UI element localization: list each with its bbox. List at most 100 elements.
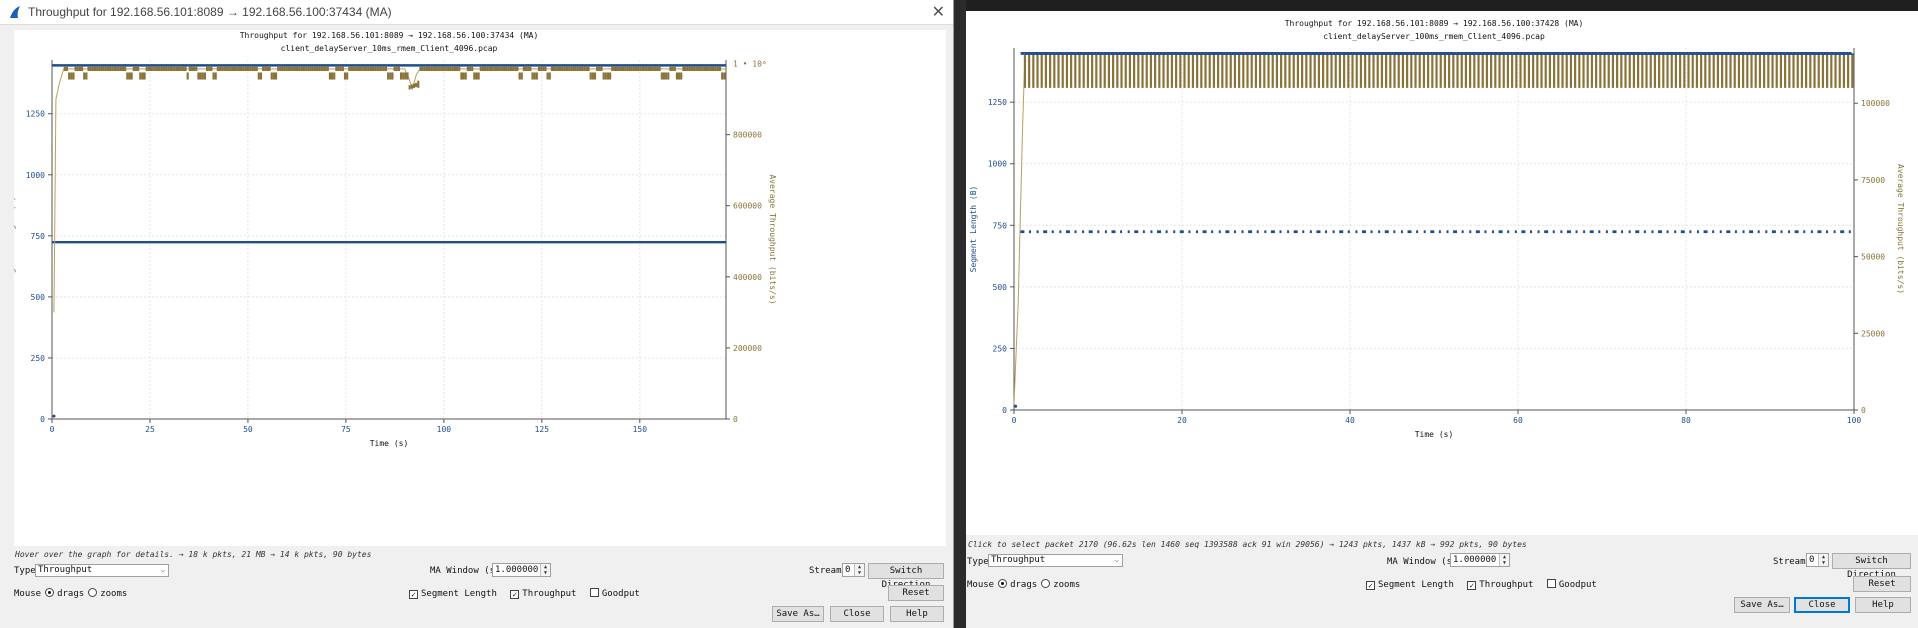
segment-length-point: [1422, 52, 1426, 55]
segment-length-point: [1817, 230, 1822, 234]
title-bar[interactable]: Throughput for 192.168.56.101:8089 → 192…: [0, 0, 953, 25]
throughput-mark: [300, 66, 303, 72]
throughput-mark: [557, 66, 560, 72]
y2-exponent-label: 1 • 10⁶: [733, 60, 767, 69]
zooms-radio[interactable]: [88, 588, 98, 597]
segment-length-point: [1093, 52, 1097, 55]
throughput-checkbox[interactable]: ✓: [510, 590, 520, 599]
segment-length-point: [1609, 52, 1613, 55]
save-as-button[interactable]: Save As…: [772, 606, 824, 622]
segment-length-point: [1141, 52, 1146, 55]
type-combo[interactable]: Throughput ⌵: [988, 554, 1123, 567]
segment-length-point: [1065, 52, 1070, 55]
throughput-window-left: Throughput for 192.168.56.101:8089 → 192…: [0, 0, 954, 628]
mouse-label: Mouse drags zooms: [967, 579, 1080, 590]
throughput-mark: [423, 66, 426, 72]
throughput-mark: [576, 66, 579, 72]
throughput-mark: [201, 72, 204, 80]
spin-arrows-icon[interactable]: ▲ ▼: [1499, 554, 1509, 566]
help-button[interactable]: Help: [890, 606, 944, 622]
segment-length-point: [1833, 230, 1836, 234]
throughput-mark: [216, 66, 219, 72]
reset-button[interactable]: Reset: [888, 585, 944, 601]
throughput-mark: [147, 66, 150, 72]
ma-window-spinbox[interactable]: 1.000000 ▲ ▼: [492, 563, 551, 577]
throughput-mark: [479, 66, 482, 72]
throughput-mark: [600, 66, 603, 72]
segment-length-point: [1749, 230, 1754, 234]
segment-length-point: [1498, 230, 1503, 234]
segment-length-point: [1820, 52, 1824, 55]
x-axis-label: Time (s): [1415, 430, 1454, 439]
segment-length-point: [1438, 230, 1441, 234]
close-button[interactable]: Close: [830, 606, 884, 622]
throughput-mark: [723, 72, 726, 80]
throughput-mark: [365, 66, 368, 72]
spin-arrows-icon[interactable]: ▲ ▼: [1818, 554, 1828, 566]
switch-direction-button[interactable]: Switch Direction: [868, 563, 944, 590]
throughput-mark: [221, 66, 224, 72]
throughput-chart-right[interactable]: Throughput for 192.168.56.101:8089 → 192…: [966, 11, 1918, 535]
segment-length-point: [1636, 52, 1641, 55]
help-button[interactable]: Help: [1855, 597, 1911, 613]
segment-length-point: [1491, 52, 1495, 55]
x-tick-label: 50: [243, 425, 253, 434]
throughput-chart-left[interactable]: Throughput for 192.168.56.101:8089 → 192…: [7, 30, 946, 546]
segment-length-point: [1643, 52, 1648, 55]
stream-label: Stream: [1773, 557, 1806, 567]
drags-radio[interactable]: [998, 579, 1008, 588]
throughput-mark: [389, 72, 392, 80]
segment-length-point: [1293, 230, 1298, 234]
segment-length-point: [1567, 52, 1572, 55]
throughput-mark: [641, 66, 644, 72]
graph-area[interactable]: Throughput for 192.168.56.101:8089 → 192…: [966, 11, 1918, 535]
throughput-mark: [87, 66, 90, 72]
throughput-mark: [574, 66, 577, 72]
y2-tick-label: 75000: [1861, 176, 1885, 185]
segment-length-point: [1605, 52, 1610, 55]
close-button[interactable]: Close: [1794, 597, 1850, 613]
type-combo[interactable]: Throughput ⌵: [35, 564, 169, 577]
throughput-mark: [397, 66, 400, 72]
throughput-mark: [184, 66, 187, 72]
goodput-label: Goodput: [1558, 580, 1597, 590]
segment-length-point: [1553, 52, 1558, 55]
switch-direction-button[interactable]: Switch Direction: [1832, 553, 1911, 580]
segment-length-point: [1529, 52, 1534, 55]
close-icon[interactable]: ✕: [931, 4, 945, 21]
segment-length-point: [1695, 52, 1700, 55]
throughput-mark: [537, 66, 541, 72]
segment-length-point: [1605, 230, 1608, 234]
zooms-radio[interactable]: [1041, 579, 1051, 588]
segment-length-checkbox[interactable]: ✓: [409, 590, 418, 599]
segment-length-point: [1716, 52, 1720, 55]
segment-length-point: [1332, 52, 1336, 55]
ma-window-spinbox[interactable]: 1.000000 ▲ ▼: [1450, 553, 1510, 567]
segment-length-point: [1453, 230, 1458, 234]
goodput-checkbox[interactable]: [589, 588, 599, 597]
spin-arrows-icon[interactable]: ▲ ▼: [854, 564, 864, 576]
graph-area[interactable]: Throughput for 192.168.56.101:8089 → 192…: [7, 30, 946, 546]
throughput-mark: [285, 66, 288, 72]
segment-length-point: [1432, 52, 1437, 55]
segment-length-point: [1789, 52, 1793, 55]
throughput-mark: [63, 66, 66, 72]
segment-length-point: [1370, 230, 1373, 234]
segment-length-point: [1429, 52, 1433, 55]
throughput-checkbox[interactable]: ✓: [1467, 581, 1477, 590]
throughput-mark: [272, 72, 275, 80]
stream-spinbox[interactable]: 0 ▲ ▼: [1806, 553, 1829, 567]
segment-length-label: Segment Length: [421, 589, 497, 599]
stream-spinbox[interactable]: 0 ▲ ▼: [842, 563, 865, 577]
spin-arrows-icon[interactable]: ▲ ▼: [540, 564, 550, 576]
segment-length-checkbox[interactable]: ✓: [1366, 581, 1375, 590]
throughput-mark: [251, 66, 254, 72]
goodput-checkbox[interactable]: [1546, 579, 1556, 588]
reset-button[interactable]: Reset: [1853, 576, 1911, 592]
segment-length-point: [1841, 52, 1845, 55]
segment-length-point: [1699, 52, 1703, 55]
segment-length-point: [1810, 230, 1813, 234]
throughput-mark: [550, 66, 553, 72]
save-as-button[interactable]: Save As…: [1734, 597, 1790, 613]
drags-radio[interactable]: [45, 588, 55, 597]
